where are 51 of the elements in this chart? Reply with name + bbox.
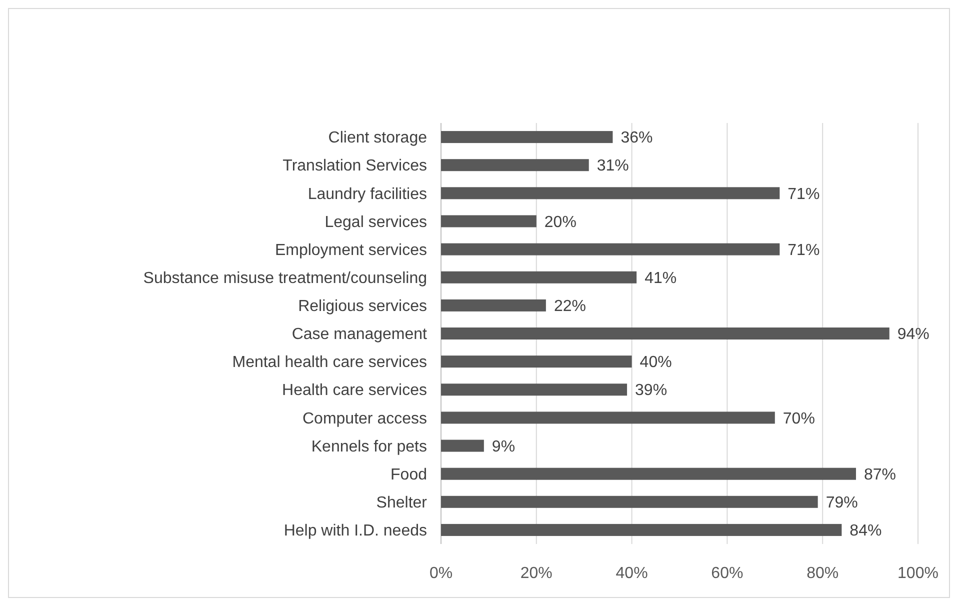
y-tick-label: Case management: [292, 326, 428, 344]
x-tick-label: 100%: [898, 565, 938, 582]
bar: [441, 524, 842, 536]
y-tick-label: Mental health care services: [232, 354, 427, 372]
x-tick-label: 80%: [806, 565, 839, 582]
y-tick-label: Substance misuse treatment/counseling: [143, 270, 427, 287]
bar: [441, 384, 628, 396]
bar: [441, 271, 637, 284]
y-tick-label: Help with I.D. needs: [284, 522, 427, 540]
bar: [441, 412, 775, 424]
y-tick-label: Computer access: [302, 410, 427, 428]
bar: [441, 187, 780, 200]
data-label: 40%: [640, 354, 672, 372]
data-label: 9%: [492, 438, 516, 456]
data-label: 36%: [620, 130, 653, 147]
data-label: 41%: [644, 270, 677, 287]
bar: [441, 215, 536, 228]
data-label: 20%: [544, 214, 576, 231]
data-label: 31%: [596, 158, 629, 175]
data-label: 87%: [864, 466, 896, 484]
bar: [441, 468, 856, 480]
bar: [441, 299, 546, 312]
data-label: 70%: [782, 410, 815, 428]
x-tick-label: 20%: [520, 565, 552, 582]
bar: [441, 440, 484, 452]
data-label: 22%: [554, 298, 586, 316]
y-tick-label: Legal services: [324, 214, 427, 231]
x-tick-label: 0%: [429, 565, 453, 582]
bar: [441, 243, 780, 256]
y-tick-label: Religious services: [298, 298, 427, 316]
y-tick-label: Food: [390, 466, 427, 484]
data-label: 84%: [850, 522, 882, 540]
bar: [441, 328, 890, 340]
y-tick-label: Kennels for pets: [311, 438, 427, 456]
data-label: 71%: [788, 242, 820, 259]
x-tick-label: 60%: [711, 565, 744, 582]
data-label: 94%: [897, 326, 930, 344]
bar: [441, 356, 632, 368]
data-label: 39%: [635, 382, 668, 400]
y-tick-label: Laundry facilities: [308, 186, 427, 203]
bar: [441, 496, 818, 508]
y-tick-label: Employment services: [274, 242, 427, 259]
y-tick-label: Translation Services: [282, 158, 427, 175]
data-label: 79%: [826, 494, 858, 512]
data-label: 71%: [788, 186, 820, 203]
x-tick-label: 40%: [616, 565, 648, 582]
y-tick-label: Shelter: [376, 494, 428, 512]
bar: [441, 159, 589, 172]
bar: [441, 131, 613, 144]
y-tick-label: Health care services: [282, 382, 427, 400]
y-tick-label: Client storage: [328, 130, 428, 147]
